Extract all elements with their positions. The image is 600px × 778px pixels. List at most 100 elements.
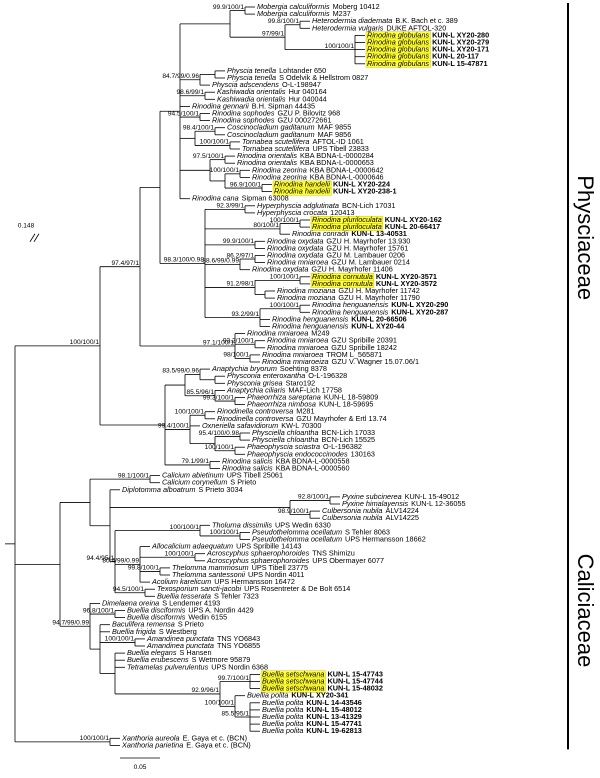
support-value: 94.5/100/1	[113, 586, 144, 593]
voucher: KUN-L 14-43546	[306, 698, 361, 707]
taxon-label: Rinodina conradii KUN-L 13-40531	[292, 229, 407, 238]
taxon-name: Phaeorrhiza nimbosa	[247, 400, 316, 409]
voucher: BCN-Lich 15525	[322, 435, 376, 444]
support-value: 80.4/99/0.99	[102, 558, 139, 565]
taxon-label: Buellia polita KUN-L 19-62813	[262, 726, 362, 735]
taxon-label: Calicium abietinum UPS Tibell 25061	[162, 471, 283, 480]
taxon-label: Phaeorrhiza nimbosa KUN-L 18-59695	[247, 400, 373, 409]
support-value: 100/100/1	[170, 524, 200, 531]
taxon-name: Rinodina conradii	[292, 229, 349, 238]
voucher: B.K. Bach et c. 389	[395, 16, 457, 25]
support-value: 88.6/99/0.99	[202, 258, 239, 265]
taxon-name: Phaeorrhiza sareptana	[247, 392, 321, 401]
taxon-label: Acolium karelicum UPS Hermansson 16472	[151, 577, 295, 586]
voucher: KUN-L XY20-238-1	[333, 187, 397, 196]
voucher: KUN-L 20-66506	[351, 314, 406, 323]
taxon-name: Rinodina oxydata	[267, 250, 323, 259]
taxon-label: Thelomma mammosum UPS Tibell 23775	[172, 563, 308, 572]
taxon-label: Rinodina henguanensis KUN-L 20-66506	[272, 314, 407, 323]
support-value: 100/100/1	[270, 217, 300, 224]
highlight	[365, 60, 431, 68]
voucher: 120413	[330, 208, 354, 217]
support-value: 99.9/100/1	[223, 238, 254, 245]
taxon-label: Rinodina oxydata GZU M. Lambauer 0206	[267, 250, 405, 259]
support-value: 92.3/99/1	[217, 203, 245, 210]
taxon-label: Phaeorrhiza sareptana KUN-L 18-59809	[247, 392, 378, 401]
taxon-name: Rinodina oxydata	[252, 265, 308, 274]
taxon-label: Rinodina mniaroeiza GZU V. Wagner 15.07.0…	[262, 357, 419, 366]
taxon-label: Baculifera remensa S Prieto	[112, 620, 204, 629]
taxon-label: Rinodina oxydata GZU H. Mayrhofer 13.930	[267, 236, 410, 245]
voucher: UPS Nordin 6368	[211, 662, 268, 671]
taxon-name: Physcia adscendens	[212, 80, 279, 89]
taxon-label: Buellia polita KUN-L 15-48012	[262, 705, 362, 714]
taxon-label: Physciella chloantha BCN-Lich 17033	[252, 428, 375, 437]
scale-label: 0.05	[134, 764, 147, 771]
support-value: 99.8/100/1	[128, 565, 159, 572]
taxon-label: Coscinocladium gaditanum MAF 9855	[227, 123, 351, 132]
taxon-name: Buellia erubescens	[127, 655, 189, 664]
voucher: KUN-L XY20-279	[432, 37, 489, 46]
support-value: 92.8/100/1	[298, 494, 329, 501]
voucher: 130163	[351, 449, 375, 458]
taxon-name: Acroscyphus sphaerophoroides	[206, 556, 310, 565]
support-value: 94.7/99/0.99	[52, 620, 89, 627]
taxon-label: Oxneriella safavidiorum KW-L 70300	[202, 421, 321, 430]
taxon-name: Buellia setschwana	[262, 676, 324, 685]
taxon-label: Kashiwadia orientalis Hur 040164	[217, 87, 327, 96]
taxon-label: Amandinea punctata TNS YO6843	[146, 634, 260, 643]
taxon-name: Rinodina globulans	[367, 37, 429, 46]
taxon-name: Rinodina globulans	[367, 59, 429, 68]
voucher: S Odelvik & Hellstrom 0827	[279, 73, 368, 82]
support-value: 97/99/1	[262, 30, 284, 37]
taxon-label: Pseudothelomma ocellatum UPS Hermansson 1…	[252, 534, 426, 543]
voucher: KUN-L 15-48032	[327, 684, 382, 693]
support-value: 98.3/100/0.98	[164, 257, 205, 264]
voucher: M281	[296, 407, 314, 416]
support-value: 96.8/100/1	[83, 607, 114, 614]
taxon-label: Buellia polita KUN-L 14-43546	[262, 698, 362, 707]
voucher: E. Gaya et c. (BCN)	[186, 740, 250, 749]
taxon-name: Rinodina henguanensis	[272, 314, 349, 323]
taxon-label: Buellia setschwana KUN-L 15-47743	[262, 669, 383, 678]
taxon-label: Rinodina salicis KBA BDNA-L-0000558	[222, 456, 350, 465]
taxon-label: Mobergia calculiformis Moberg 10412	[257, 2, 380, 11]
voucher: UPS Wedin 6330	[275, 520, 331, 529]
taxon-label: Pyxine subcinerea KUN-L 15-49012	[342, 492, 459, 501]
voucher: KUN-L 15-47741	[306, 719, 361, 728]
taxon-label: Rinodina zeorina KBA BDNA-L-0000646	[252, 172, 384, 181]
taxon-name: Thelomma mammosum	[172, 563, 249, 572]
taxon-label: Thelomma santessonii UPS Nordin 4011	[172, 570, 304, 579]
taxon-name: Rinodinella controversa	[217, 414, 293, 423]
taxon-label: Tornabea scutellifera UPS Tibell 23833	[242, 144, 369, 153]
taxon-name: Acolium karelicum	[151, 577, 211, 586]
taxon-label: Allocalicium adaequatum UPS Spribille 141…	[151, 542, 301, 551]
clade-label: Physciaceae	[573, 175, 598, 300]
taxon-label: Texosporium sancti-jacobi UPS Rosentreter…	[157, 584, 350, 593]
voucher: KUN-L 20-117	[432, 52, 479, 61]
taxon-label: Buellia polita KUN-L 13-41329	[262, 712, 362, 721]
taxon-name: Buellia polita	[262, 712, 303, 721]
voucher: KBA BDNA-L-0000646	[310, 172, 384, 181]
taxon-label: Rinodina mniaroea GZU Spribille 20391	[267, 336, 397, 345]
taxon-name: Buellia polita	[262, 726, 303, 735]
voucher: O-L-196328	[308, 371, 347, 380]
voucher: KUN-L XY20-162	[385, 215, 442, 224]
taxon-label: Culbersonia nubila ALV14225	[322, 513, 419, 522]
taxon-label: Rinodina gennarii B.H. Sipman 44435	[192, 101, 315, 110]
support-value: 99.7/100/1	[218, 675, 249, 682]
support-value: 98.9/100/1	[278, 508, 309, 515]
voucher: GZU H. Mayrhofer 11790	[338, 293, 419, 302]
taxon-label: Xanthoria parietina E. Gaya et c. (BCN)	[121, 740, 251, 749]
support-value: 86.2/97/1	[227, 252, 255, 259]
taxon-name: Rinodina globulans	[367, 52, 429, 61]
taxon-name: Mobergia calculiformis	[257, 2, 330, 11]
taxon-label: Heterodermia vulgaris DUKE AFTOL-320	[312, 23, 446, 32]
voucher: Soehting 8378	[280, 364, 327, 373]
taxon-label: Rinodina handelii KUN-L XY20-238-1	[274, 187, 397, 196]
highlight	[260, 684, 326, 693]
highlight-layer	[260, 31, 431, 693]
taxon-name: Rinodina cornutula	[312, 272, 373, 281]
taxon-name: Dimelaena oreina	[102, 598, 159, 607]
voucher: GZU H. Mayrhofer 11742	[338, 286, 419, 295]
